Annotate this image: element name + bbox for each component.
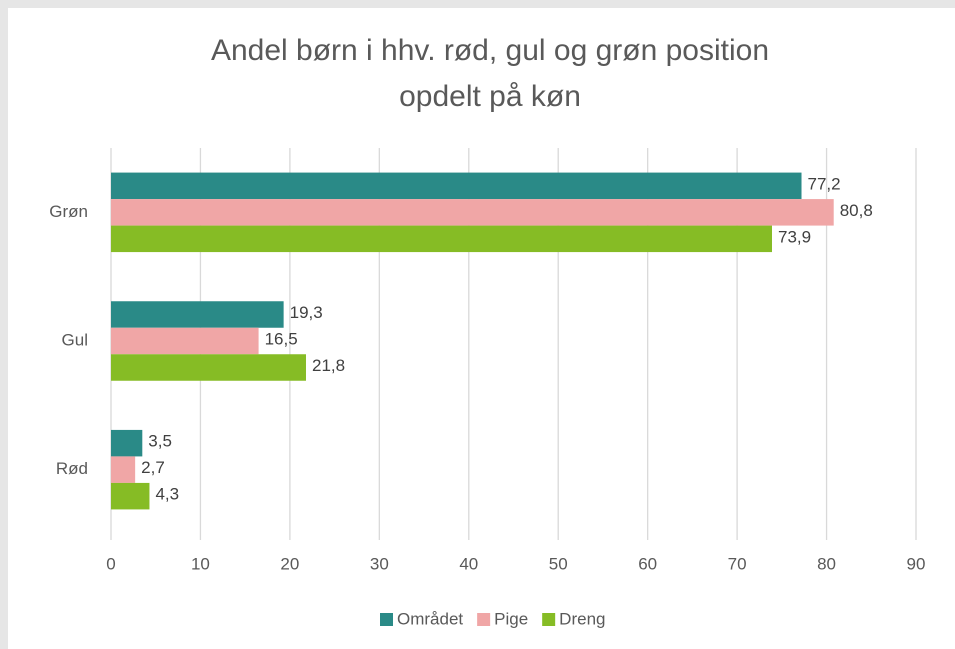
data-label: 77,2 [808,174,841,193]
data-label: 73,9 [778,227,811,246]
bar [111,354,306,381]
y-tick-label: Rød [56,459,88,478]
bar [111,482,150,510]
data-label: 19,3 [290,303,323,322]
bar [111,199,834,226]
data-label: 2,7 [141,458,165,477]
legend-swatch [542,613,556,626]
x-tick-label: 10 [191,554,210,573]
x-tick-label: 30 [370,554,389,573]
x-tick-label: 80 [817,554,836,573]
x-tick-label: 50 [549,554,568,573]
bar [111,429,143,457]
bar [111,225,772,253]
legend-label: Pige [494,609,528,628]
legend-label: Området [397,609,463,628]
data-label: 21,8 [312,356,345,375]
data-label: 4,3 [155,485,179,504]
legend-label: Dreng [559,609,605,628]
x-tick-label: 20 [280,554,299,573]
y-tick-label: Grøn [49,202,88,221]
x-tick-label: 70 [728,554,747,573]
x-tick-label: 40 [459,554,478,573]
data-label: 16,5 [265,329,298,348]
x-tick-label: 0 [106,554,115,573]
chart-title: opdelt på køn [399,80,581,113]
x-tick-label: 90 [907,554,926,573]
y-tick-label: Gul [62,330,88,349]
chart-title: Andel børn i hhv. rød, gul og grøn posit… [211,34,769,67]
bar [111,172,802,200]
legend-swatch [380,613,393,626]
legend-swatch [477,613,491,626]
bar [111,327,259,355]
data-label: 80,8 [840,201,873,220]
data-label: 3,5 [148,432,172,451]
x-tick-label: 60 [638,554,657,573]
bar [111,301,284,328]
bar [111,456,136,483]
